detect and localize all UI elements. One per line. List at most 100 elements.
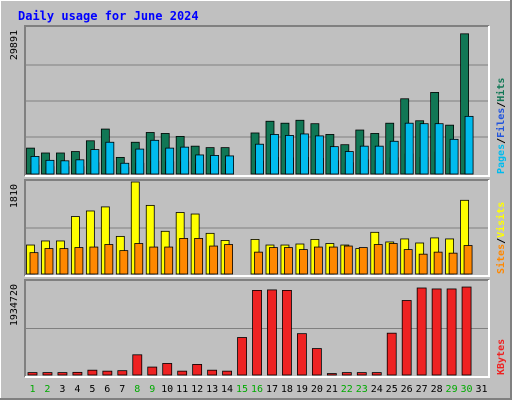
day-label-30: 30 (461, 384, 473, 395)
bar-kbytes-day-22 (341, 372, 352, 376)
bar-kbytes-day-23 (356, 372, 367, 376)
bar-sites-day-23 (358, 247, 368, 275)
bar-sites-day-29 (448, 252, 458, 275)
day-label-7: 7 (119, 384, 125, 395)
day-label-12: 12 (191, 384, 203, 395)
bar-pages-day-13 (210, 155, 220, 175)
panel-frame-dark (24, 279, 489, 377)
bar-pages-day-29 (449, 138, 459, 175)
bar-kbytes-day-30 (461, 286, 472, 376)
bar-sites-day-12 (194, 238, 204, 275)
bar-sites-day-21 (328, 246, 338, 275)
bar-sites-day-14 (224, 244, 233, 275)
bar-kbytes-day-15 (237, 337, 247, 376)
bar-sites-day-10 (164, 246, 174, 275)
bar-kbytes-day-29 (446, 288, 457, 376)
day-label-16: 16 (251, 384, 263, 395)
day-label-24: 24 (371, 384, 383, 395)
bar-kbytes-day-4 (72, 371, 83, 376)
day-label-9: 9 (149, 384, 155, 395)
day-label-4: 4 (74, 384, 80, 395)
chart-title: Daily usage for June 2024 (18, 9, 199, 23)
bar-pages-day-11 (180, 146, 190, 175)
panel-side-legend: Pages/Files/Hits (495, 78, 507, 174)
day-label-27: 27 (416, 384, 428, 395)
bar-sites-day-11 (179, 238, 189, 275)
day-label-20: 20 (311, 384, 323, 395)
day-label-1: 1 (29, 384, 35, 395)
bar-pages-day-24 (374, 145, 384, 175)
bar-sites-day-8 (134, 243, 144, 275)
legend-entry: Pages (496, 144, 507, 174)
bar-pages-day-1 (30, 156, 40, 175)
bar-pages-day-18 (285, 135, 294, 175)
legend-entry: Visits (495, 202, 507, 238)
bar-kbytes-day-6 (102, 370, 113, 376)
bar-kbytes-day-3 (57, 372, 68, 376)
day-label-18: 18 (281, 384, 293, 395)
bar-sites-day-27 (418, 253, 428, 275)
legend-entry: / (496, 238, 507, 244)
bar-kbytes-day-7 (117, 370, 128, 376)
panel-side-legend: Sites/Visits (495, 202, 507, 274)
bar-sites-day-22 (343, 245, 353, 275)
day-label-29: 29 (446, 384, 458, 395)
bar-kbytes-day-2 (42, 372, 53, 376)
panel-max-label: 1810 (9, 184, 20, 208)
bar-pages-day-14 (225, 155, 234, 175)
day-label-11: 11 (176, 384, 188, 395)
day-label-19: 19 (296, 384, 308, 395)
day-label-31: 31 (475, 384, 487, 395)
bar-sites-day-4 (74, 247, 84, 275)
panel-frame-light (25, 280, 490, 378)
bar-sites-day-3 (59, 248, 69, 275)
panel-max-label: 29891 (9, 30, 20, 60)
day-label-5: 5 (89, 384, 95, 395)
bar-sites-day-28 (433, 251, 443, 275)
legend-entry: / (496, 138, 507, 144)
bar-pages-day-3 (60, 160, 70, 175)
bar-kbytes-day-21 (326, 373, 337, 376)
bar-sites-day-2 (44, 248, 54, 275)
bar-pages-day-4 (75, 159, 85, 175)
panel-kbytes: 1934720 KBytes (9, 279, 507, 378)
bar-sites-day-20 (313, 246, 323, 275)
bar-pages-day-12 (195, 154, 205, 175)
panel-hits-files-pages: 29891 Pages/Files/Hits (9, 25, 507, 177)
day-label-21: 21 (326, 384, 338, 395)
legend-entry: KBytes (496, 339, 507, 375)
day-label-26: 26 (401, 384, 413, 395)
legend-entry: / (496, 102, 507, 108)
day-label-15: 15 (236, 384, 248, 395)
bar-kbytes-day-16 (252, 289, 262, 376)
bar-sites-day-16 (254, 251, 263, 275)
bar-kbytes-day-13 (207, 369, 218, 376)
legend-entry: Hits (495, 78, 507, 102)
bar-sites-day-19 (299, 249, 308, 275)
bar-kbytes-day-26 (401, 300, 412, 376)
bar-sites-day-25 (388, 243, 398, 275)
day-label-10: 10 (161, 384, 173, 395)
bar-kbytes-day-24 (371, 372, 382, 376)
bar-kbytes-day-10 (162, 363, 173, 376)
bar-kbytes-day-27 (416, 287, 427, 376)
panel-frame-dark (24, 179, 489, 276)
bar-pages-day-21 (329, 146, 339, 175)
bar-kbytes-day-28 (431, 288, 442, 376)
panel-frame-light (25, 26, 490, 177)
day-label-2: 2 (44, 384, 50, 395)
bar-sites-day-7 (119, 250, 129, 275)
bar-kbytes-day-18 (282, 289, 292, 376)
day-label-22: 22 (341, 384, 353, 395)
day-label-3: 3 (59, 384, 65, 395)
bar-sites-day-9 (149, 246, 159, 275)
bar-sites-day-18 (284, 247, 293, 275)
panel-frame-dark (24, 25, 489, 176)
bar-sites-day-13 (209, 245, 219, 275)
day-label-17: 17 (266, 384, 278, 395)
bar-kbytes-day-12 (192, 364, 203, 376)
bar-pages-day-20 (314, 135, 324, 175)
bar-kbytes-day-8 (132, 354, 143, 376)
